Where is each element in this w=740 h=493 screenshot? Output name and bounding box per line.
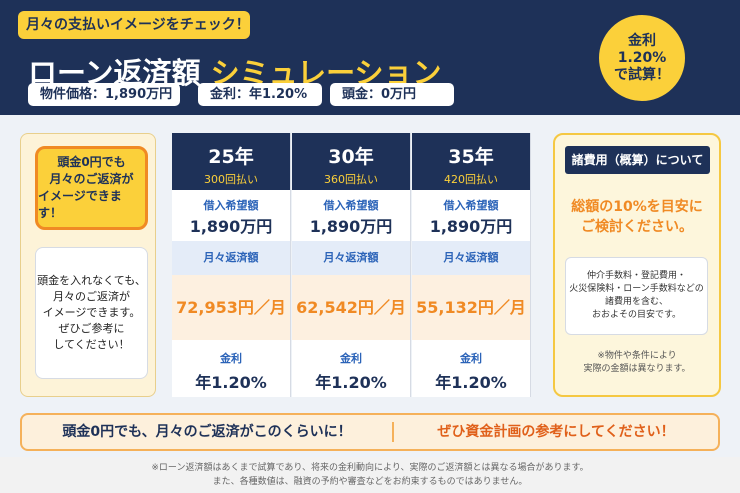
- rate-label: 金利: [220, 352, 242, 365]
- callout-line: イメージできます！: [38, 189, 122, 220]
- monthly-band: 月々返済額: [292, 241, 410, 275]
- rate-badge: 金利 1.20% で試算！: [597, 13, 687, 103]
- rate-label: 金利: [340, 352, 362, 365]
- chip: 金利：年1.20%: [198, 83, 322, 106]
- note-line: 月々のご返済が: [53, 290, 130, 303]
- box-line: 諸費用を含む、: [604, 297, 668, 307]
- footer: ※ローン返済額はあくまで試算であり、将来の金利動向により、実際のご返済額とは異な…: [0, 457, 740, 493]
- footer-line: ※ローン返済額はあくまで試算であり、将来の金利動向により、実際のご返済額とは異な…: [151, 463, 589, 473]
- box-line: 火災保険料・ローン手数料などの: [569, 284, 704, 294]
- banner-right: ぜひ資金計画の参考にしてください！: [437, 424, 675, 440]
- chip: 物件価格：1,890万円: [28, 83, 180, 106]
- note-line: ※物件や条件により: [597, 351, 677, 361]
- loan: 1,890万円: [429, 217, 513, 236]
- loan: 1,890万円: [189, 217, 273, 236]
- loan-label: 借入希望額: [443, 199, 499, 212]
- note-line: してください！: [53, 338, 130, 351]
- right-box: 仲介手数料・登記費用・ 火災保険料・ローン手数料などの 諸費用を含む、 おおよそ…: [565, 257, 708, 335]
- note-line: 実際の金額は異なります。: [583, 364, 691, 374]
- rate: 年1.20%: [315, 373, 387, 392]
- monthly-band: 月々返済額: [412, 241, 530, 275]
- right-headline: 総額の10%を目安に ご検討ください。: [555, 197, 719, 237]
- chip: 頭金：0万円: [330, 83, 454, 106]
- headline-line: ご検討ください。: [581, 219, 693, 235]
- header-tag: 月々の支払いイメージをチェック！: [18, 11, 250, 39]
- column-header: 35年 420回払い: [412, 133, 530, 190]
- callout: 頭金0円でも 月々のご返済が イメージできます！: [35, 146, 148, 230]
- headline-line: 総額の10%を目安に: [571, 199, 703, 215]
- note-line: ぜひご参考に: [58, 322, 125, 335]
- right-note: ※物件や条件により 実際の金額は異なります。: [555, 350, 719, 376]
- loan: 1,890万円: [309, 217, 393, 236]
- monthly: 62,542円／月: [292, 275, 410, 340]
- monthly-label: 月々返済額: [203, 251, 259, 264]
- years: 35年: [448, 146, 494, 168]
- banner-separator: [392, 422, 394, 442]
- monthly: 55,132円／月: [412, 275, 530, 340]
- payments: 360回払い: [324, 173, 378, 186]
- column-header: 30年 360回払い: [292, 133, 410, 190]
- loan-label: 借入希望額: [203, 199, 259, 212]
- monthly-band: 月々返済額: [172, 241, 290, 275]
- years: 25年: [208, 146, 254, 168]
- table-column: 35年 420回払い 借入希望額 1,890万円月々返済額 55,132円／月金利年1.…: [412, 133, 531, 397]
- monthly: 72,953円／月: [172, 275, 290, 340]
- monthly-label: 月々返済額: [323, 251, 379, 264]
- column-header: 25年 300回払い: [172, 133, 290, 190]
- footer-line: また、各種数値は、融資の予約や審査などをお約束するものではありません。: [212, 477, 528, 487]
- table-column: 30年 360回払い 借入希望額 1,890万円月々返済額 62,542円／月金利年1.…: [292, 133, 411, 397]
- left-note: 頭金を入れなくても、 月々のご返済が イメージできます。 ぜひご参考に してくだ…: [35, 247, 148, 379]
- callout-line: 頭金0円でも: [57, 155, 126, 169]
- badge-line: で試算！: [614, 66, 670, 83]
- badge-line: 金利: [628, 32, 656, 49]
- table-column: 25年 300回払い 借入希望額 1,890万円月々返済額 72,953円／月金利年1.…: [172, 133, 291, 397]
- banner: 頭金0円でも、月々のご返済がこのくらいに！ ぜひ資金計画の参考にしてください！: [20, 413, 720, 451]
- payments: 420回払い: [444, 173, 498, 186]
- loan-label: 借入希望額: [323, 199, 379, 212]
- rate: 年1.20%: [435, 373, 507, 392]
- note-line: 頭金を入れなくても、: [37, 274, 146, 287]
- right-title: 諸費用（概算）について: [565, 146, 710, 174]
- callout-line: 月々のご返済が: [49, 172, 134, 186]
- note-line: イメージできます。: [42, 306, 141, 319]
- rate: 年1.20%: [195, 373, 267, 392]
- banner-left: 頭金0円でも、月々のご返済がこのくらいに！: [62, 424, 352, 440]
- box-line: 仲介手数料・登記費用・: [586, 271, 686, 281]
- years: 30年: [328, 146, 374, 168]
- rate-label: 金利: [460, 352, 482, 365]
- monthly-label: 月々返済額: [443, 251, 499, 264]
- badge-line: 1.20%: [617, 49, 667, 66]
- box-line: おおよその目安です。: [591, 310, 682, 320]
- payments: 300回払い: [204, 173, 258, 186]
